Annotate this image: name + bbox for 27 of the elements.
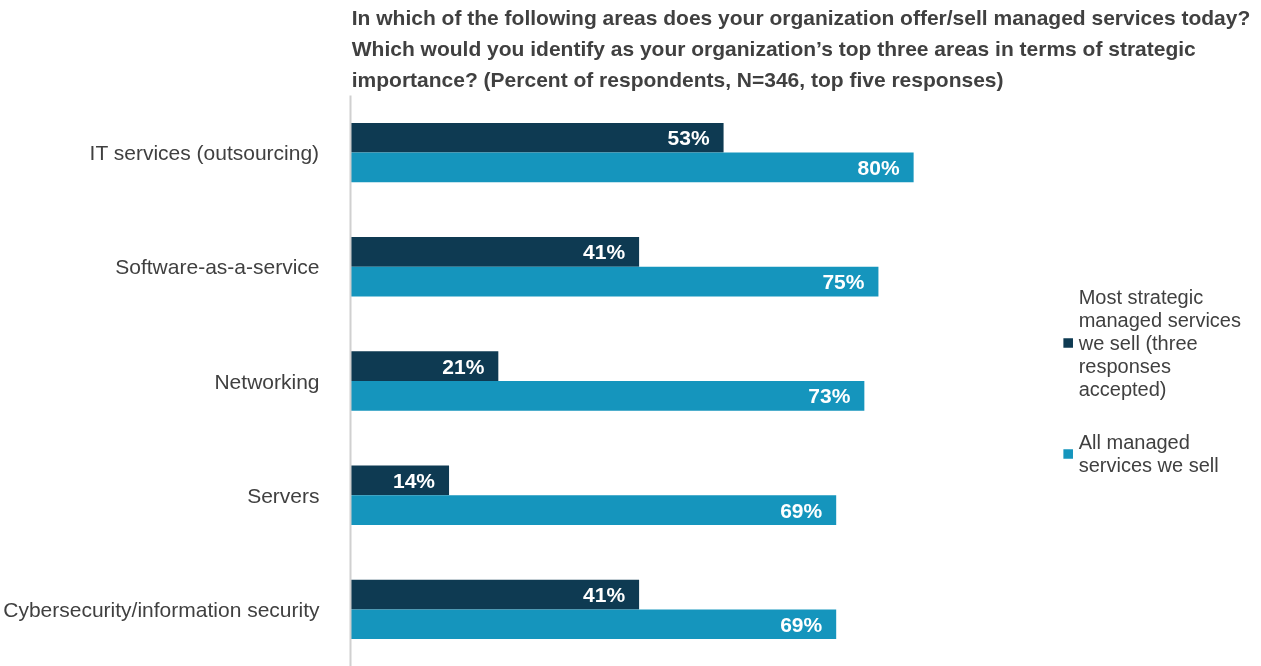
data-label: 69% [780, 612, 823, 636]
bar [350, 122, 724, 153]
bar [350, 237, 640, 267]
data-label: 14% [393, 468, 436, 492]
data-label: 69% [780, 498, 823, 522]
bar [350, 351, 499, 381]
y-tick-label: Networking [214, 369, 320, 393]
y-tick-label: Cybersecurity/information security [3, 597, 320, 621]
legend-label: All managed services we sell [1078, 430, 1219, 476]
bar [350, 381, 865, 411]
bar [350, 495, 837, 525]
legend-label: Most strategic managed services we sell (three responses accepted) [1078, 285, 1241, 400]
bar [350, 152, 914, 183]
chart-title: In which of the following areas does your organization offer/sell managed services today? Which would you identify as your organization’s top three areas in terms of strategic importance? (Percent of respondents, N=346, top five responses) [351, 6, 1251, 92]
data-label: 80% [857, 155, 900, 179]
bar [350, 266, 879, 297]
data-label: 41% [583, 583, 626, 607]
data-label: 41% [583, 240, 626, 264]
data-label: 53% [667, 126, 710, 150]
y-tick-label: IT services (outsourcing) [89, 141, 320, 165]
bar [350, 579, 640, 610]
y-tick-label: Software-as-a-service [115, 255, 320, 279]
data-label: 75% [822, 270, 865, 294]
data-label: 21% [442, 354, 485, 378]
y-tick-label: Servers [247, 483, 320, 507]
data-label: 73% [808, 384, 851, 408]
bar [350, 609, 837, 640]
